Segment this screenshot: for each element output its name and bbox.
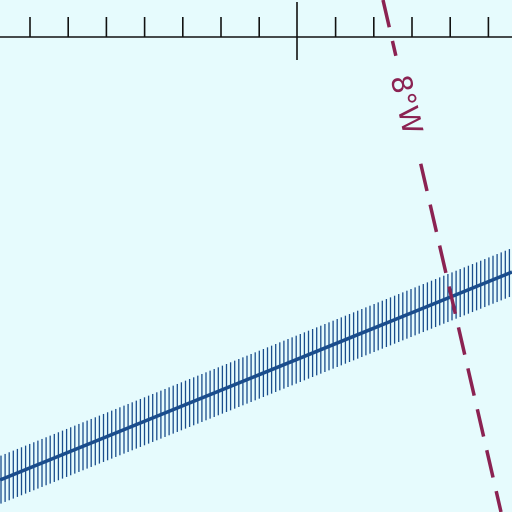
graticule — [0, 2, 512, 60]
airway — [0, 249, 512, 504]
label-background — [374, 51, 436, 159]
airway-centerline — [0, 270, 512, 482]
